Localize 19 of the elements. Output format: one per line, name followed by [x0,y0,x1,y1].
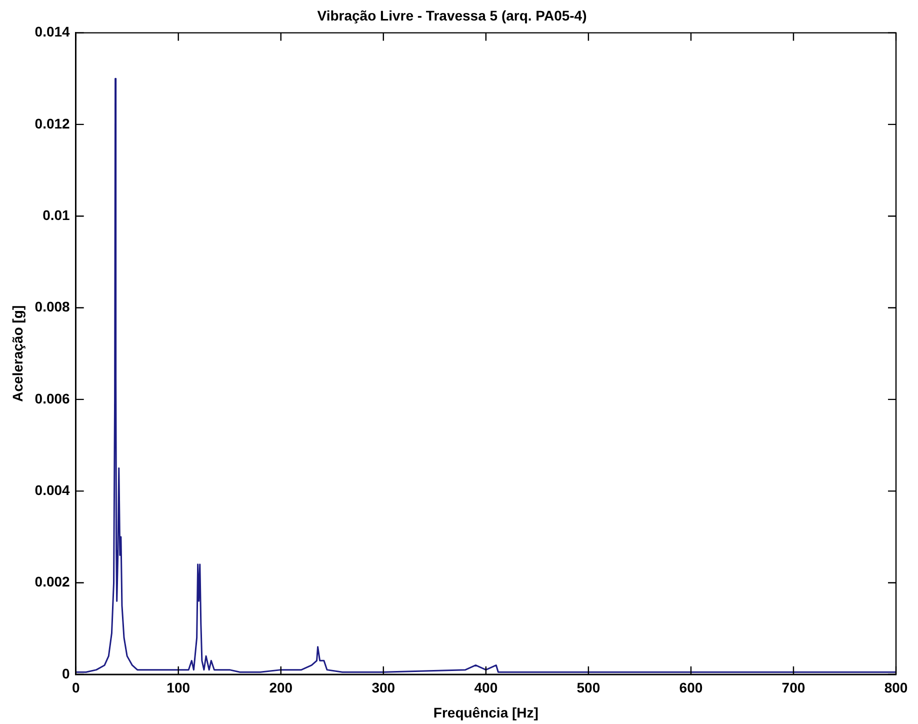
x-tick-label: 500 [576,680,600,696]
y-tick-label: 0.006 [34,390,70,406]
x-tick-label: 200 [269,680,293,696]
x-tick-label: 700 [782,680,806,696]
x-tick-label: 800 [884,680,908,696]
x-tick-label: 600 [679,680,703,696]
y-tick-label: 0.004 [34,482,70,498]
x-tick-label: 100 [166,680,190,696]
y-tick-label: 0 [62,665,70,682]
y-tick-label: 0.01 [42,206,70,223]
y-tick-label: 0.014 [34,24,70,40]
y-tick-label: 0.008 [34,298,70,315]
x-tick-label: 400 [474,680,498,696]
y-axis-title: Aceleração [g] [9,305,26,402]
x-tick-label: 300 [372,680,396,696]
y-tick-label: 0.002 [34,574,70,590]
chart-title: Vibração Livre - Travessa 5 (arq. PA05-4) [317,7,587,24]
x-axis-title: Frequência [Hz] [433,704,538,720]
y-tick-label: 0.012 [34,115,70,132]
